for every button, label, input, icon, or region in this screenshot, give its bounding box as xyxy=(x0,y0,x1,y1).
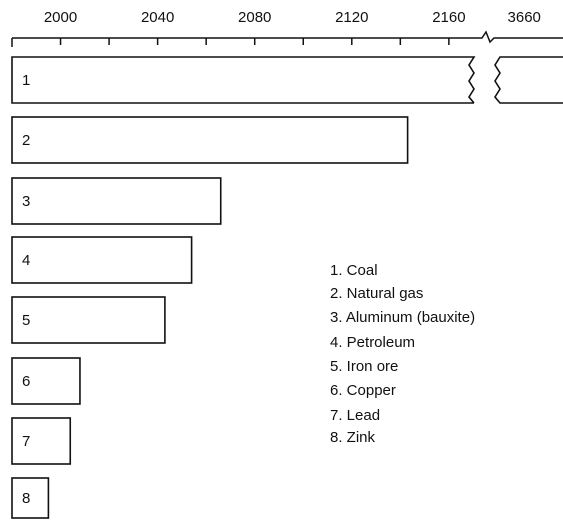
bar xyxy=(11,236,193,284)
legend-entry: 5. Iron ore xyxy=(330,358,398,375)
bar-label: 5 xyxy=(22,312,30,329)
bar-label: 2 xyxy=(22,132,30,149)
x-tick-label: 2120 xyxy=(335,9,368,26)
legend-entry: 6. Copper xyxy=(330,382,396,399)
x-tick-label: 3660 xyxy=(508,9,541,26)
axis-line xyxy=(12,30,563,44)
bar-label: 4 xyxy=(22,252,30,269)
bar-label: 3 xyxy=(22,193,30,210)
legend-entry: 2. Natural gas xyxy=(330,285,423,302)
legend-entry: 3. Aluminum (bauxite) xyxy=(330,309,475,326)
bar-label: 7 xyxy=(22,433,30,450)
bar xyxy=(11,296,166,344)
bar xyxy=(11,477,50,519)
bar xyxy=(11,56,476,104)
bar-label: 1 xyxy=(22,72,30,89)
x-tick-label: 2040 xyxy=(141,9,174,26)
bar xyxy=(11,116,409,164)
bar-label: 8 xyxy=(22,490,30,507)
legend-entry: 7. Lead xyxy=(330,407,380,424)
bar xyxy=(494,56,563,104)
x-tick-label: 2080 xyxy=(238,9,271,26)
bar xyxy=(11,177,222,225)
x-tick-label: 2000 xyxy=(44,9,77,26)
x-tick-label: 2160 xyxy=(432,9,465,26)
legend-entry: 1. Coal xyxy=(330,262,378,279)
bar xyxy=(11,357,81,405)
legend-entry: 4. Petroleum xyxy=(330,334,415,351)
bar xyxy=(11,417,72,465)
legend-entry: 8. Zink xyxy=(330,429,376,446)
bar-label: 6 xyxy=(22,373,30,390)
